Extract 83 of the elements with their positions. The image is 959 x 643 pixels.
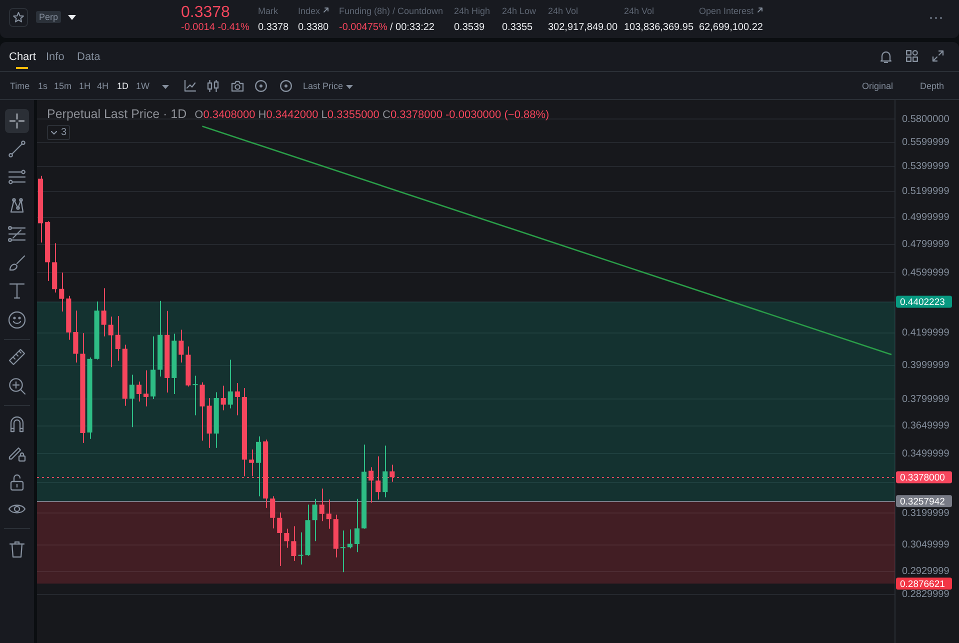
text: Perpetual Last Price · 1D xyxy=(47,107,187,121)
candlestick xyxy=(220,385,226,411)
candlestick xyxy=(143,370,149,407)
text: Mark xyxy=(258,6,278,16)
candlestick xyxy=(129,374,134,428)
text: 0.3355 xyxy=(502,22,533,34)
candlestick xyxy=(136,381,142,402)
y-tick-label: 0.4199999 xyxy=(902,328,950,339)
text: -0.00475% xyxy=(339,22,388,34)
candlestick xyxy=(73,310,78,363)
text: 4H xyxy=(97,81,109,92)
y-tick-label: 0.3199999 xyxy=(902,508,950,519)
text: Open Interest xyxy=(699,6,754,16)
candlestick xyxy=(200,382,205,442)
y-tick-label: 0.2929999 xyxy=(902,566,950,578)
candlestick xyxy=(277,512,282,567)
y-tick-label: 0.2829999 xyxy=(902,589,950,600)
text: Last Price xyxy=(303,81,344,92)
candlestick xyxy=(312,498,318,542)
text: Time xyxy=(10,81,30,92)
candlestick xyxy=(340,530,346,573)
candlestick xyxy=(298,532,304,565)
y-tick-label: 0.3649999 xyxy=(902,420,950,432)
y-tick-label: 0.4999999 xyxy=(902,212,950,224)
candlestick xyxy=(178,329,184,363)
text: Data xyxy=(77,51,100,64)
text: Chart xyxy=(9,51,36,64)
text: 24h Vol xyxy=(624,6,654,16)
text: 0.3378 xyxy=(258,22,289,34)
candlestick xyxy=(108,316,114,368)
text: Index xyxy=(298,6,320,16)
text: Funding (8h) / Countdown xyxy=(339,6,444,16)
text: 1s xyxy=(38,81,48,92)
candlestick xyxy=(284,528,290,548)
text: 15m xyxy=(54,81,72,92)
candlestick xyxy=(347,528,352,549)
y-tick-label: 0.4799999 xyxy=(902,239,950,250)
text: Perp xyxy=(36,11,62,24)
text: Original xyxy=(862,81,894,92)
candlestick xyxy=(319,488,324,522)
candlestick xyxy=(101,288,106,337)
text: Depth xyxy=(920,81,944,92)
ref-line-label: 0.3378000 xyxy=(900,472,945,484)
y-tick-label: 0.5199999 xyxy=(902,186,950,198)
text: 1W xyxy=(136,81,150,92)
y-tick-label: 0.5599999 xyxy=(902,137,950,148)
text: 24h Low xyxy=(502,6,536,16)
text: Info xyxy=(46,51,64,64)
band-label: 0.2876621 xyxy=(900,578,945,590)
ref-line-label: 0.3257942 xyxy=(900,496,945,508)
text: 0.3539 xyxy=(454,22,485,34)
candlestick xyxy=(192,375,198,416)
candlestick xyxy=(382,445,388,498)
text: 0.3380 xyxy=(298,22,329,34)
text: 103,836,369.95 xyxy=(624,22,694,34)
candlestick xyxy=(228,359,233,409)
candlestick xyxy=(291,526,296,562)
text: / 00:33:22 xyxy=(390,22,434,34)
text: 302,917,849.00 xyxy=(548,22,618,34)
band-label: 0.4402223 xyxy=(900,296,945,308)
text: -0.0014 -0.41% xyxy=(181,22,250,34)
candlestick xyxy=(256,436,262,497)
text: 1H xyxy=(79,81,91,92)
text: 0.3378 xyxy=(181,4,230,22)
candlestick xyxy=(326,499,332,530)
y-tick-label: 0.3999999 xyxy=(902,360,950,372)
y-tick-label: 0.3799999 xyxy=(902,394,950,405)
y-tick-label: 0.5800000 xyxy=(902,114,950,125)
y-tick-label: 0.3499999 xyxy=(902,448,950,460)
text: O0.3408000 H0.3442000 L0.3355000 C0.3378000 -0.0030000 (−0.88%) xyxy=(194,109,550,121)
candlestick xyxy=(234,382,240,416)
text: 24h Vol xyxy=(548,6,578,16)
y-tick-label: 0.5399999 xyxy=(902,161,950,172)
candlestick xyxy=(59,272,64,312)
candlestick xyxy=(115,315,120,362)
text: 24h High xyxy=(454,6,490,16)
annotation: 3 xyxy=(61,127,67,138)
candlestick xyxy=(354,498,360,553)
y-tick-label: 0.3049999 xyxy=(902,540,950,551)
y-tick-label: 0.4599999 xyxy=(902,267,950,278)
candlestick xyxy=(270,496,276,529)
text: 62,699,100.22 xyxy=(699,22,763,34)
text: 1D xyxy=(117,81,129,92)
